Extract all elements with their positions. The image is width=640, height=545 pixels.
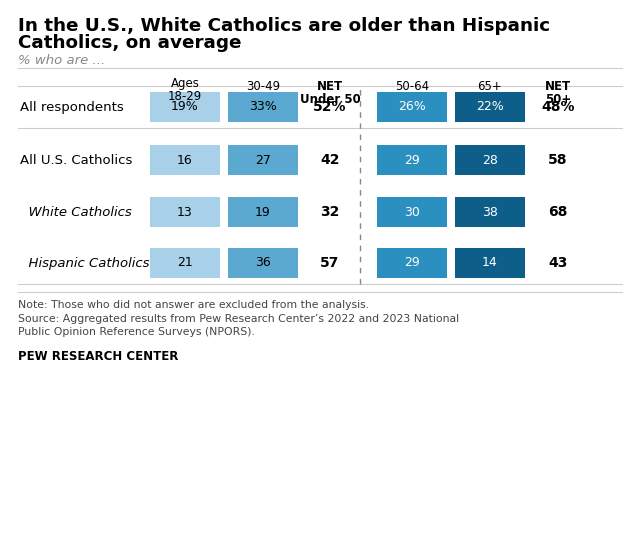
Text: 16: 16: [177, 154, 193, 167]
Bar: [455, 92, 525, 122]
Text: 42: 42: [320, 153, 340, 167]
Text: 33%: 33%: [249, 100, 277, 113]
Bar: [455, 145, 525, 175]
Text: 65+: 65+: [477, 80, 502, 93]
Text: 32: 32: [320, 205, 340, 219]
Text: 18-29: 18-29: [168, 90, 202, 103]
Text: NET: NET: [317, 80, 343, 93]
Text: 50-64: 50-64: [395, 80, 429, 93]
Text: 30-49: 30-49: [246, 80, 280, 93]
Text: 22%: 22%: [476, 100, 504, 113]
Bar: [228, 248, 298, 278]
Text: 36: 36: [255, 257, 271, 269]
Text: In the U.S., White Catholics are older than Hispanic: In the U.S., White Catholics are older t…: [18, 17, 550, 35]
Text: Hispanic Catholics: Hispanic Catholics: [20, 257, 150, 269]
Text: Source: Aggregated results from Pew Research Center’s 2022 and 2023 National: Source: Aggregated results from Pew Rese…: [18, 314, 459, 324]
Bar: [228, 92, 298, 122]
Text: PEW RESEARCH CENTER: PEW RESEARCH CENTER: [18, 350, 179, 363]
Bar: [150, 92, 220, 122]
Text: 27: 27: [255, 154, 271, 167]
Text: 48%: 48%: [541, 100, 575, 114]
Bar: [228, 197, 298, 227]
Bar: [228, 145, 298, 175]
Bar: [150, 145, 220, 175]
Text: Ages: Ages: [171, 77, 200, 90]
Text: Catholics, on average: Catholics, on average: [18, 34, 241, 52]
Text: 29: 29: [404, 154, 420, 167]
Bar: [377, 197, 447, 227]
Text: Public Opinion Reference Surveys (NPORS).: Public Opinion Reference Surveys (NPORS)…: [18, 327, 255, 337]
Text: 30: 30: [404, 205, 420, 219]
Text: 58: 58: [548, 153, 568, 167]
Text: 29: 29: [404, 257, 420, 269]
Bar: [150, 197, 220, 227]
Text: All respondents: All respondents: [20, 100, 124, 113]
Text: 52%: 52%: [313, 100, 347, 114]
Text: 19%: 19%: [171, 100, 199, 113]
Bar: [455, 248, 525, 278]
Bar: [150, 248, 220, 278]
Bar: [455, 197, 525, 227]
Bar: [377, 92, 447, 122]
Text: 13: 13: [177, 205, 193, 219]
Text: 26%: 26%: [398, 100, 426, 113]
Text: Under 50: Under 50: [300, 93, 360, 106]
Text: 38: 38: [482, 205, 498, 219]
Bar: [377, 248, 447, 278]
Text: 57: 57: [320, 256, 340, 270]
Text: 50+: 50+: [545, 93, 571, 106]
Text: 14: 14: [482, 257, 498, 269]
Text: NET: NET: [545, 80, 571, 93]
Text: % who are ...: % who are ...: [18, 54, 105, 67]
Text: 43: 43: [548, 256, 568, 270]
Text: Note: Those who did not answer are excluded from the analysis.: Note: Those who did not answer are exclu…: [18, 300, 369, 310]
Text: 21: 21: [177, 257, 193, 269]
Bar: [377, 145, 447, 175]
Text: 28: 28: [482, 154, 498, 167]
Text: 68: 68: [548, 205, 568, 219]
Text: 19: 19: [255, 205, 271, 219]
Text: All U.S. Catholics: All U.S. Catholics: [20, 154, 132, 167]
Text: White Catholics: White Catholics: [20, 205, 132, 219]
